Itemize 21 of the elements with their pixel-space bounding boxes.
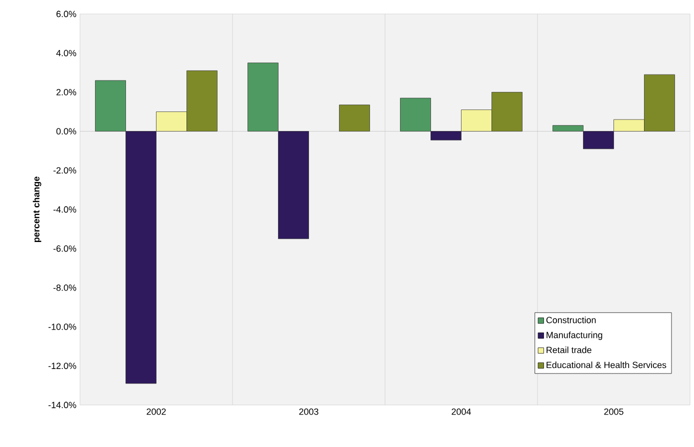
x-tick-label: 2004 — [452, 408, 471, 415]
y-tick-label: -14.0% — [48, 402, 76, 408]
legend-label: Educational & Health Services — [546, 362, 666, 368]
y-tick-label: 4.0% — [56, 50, 76, 56]
y-tick-label: -4.0% — [53, 206, 76, 213]
y-tick-label: 2.0% — [56, 89, 76, 96]
legend-label: Manufacturing — [546, 332, 602, 340]
y-tick-label: -12.0% — [48, 362, 76, 370]
x-tick-label: 2005 — [604, 408, 624, 415]
bar — [339, 104, 370, 132]
y-tick-label: -10.0% — [48, 324, 76, 330]
legend-label: Construction — [546, 316, 596, 324]
y-tick-label: -8.0% — [53, 284, 76, 291]
y-tick-label: 0.0% — [56, 128, 76, 134]
x-tick-label: 2003 — [299, 408, 318, 415]
x-tick-label: 2002 — [146, 408, 166, 415]
y-tick-label: -6.0% — [53, 245, 76, 252]
legend-label: Retail trade — [546, 346, 592, 354]
y-tick-label: 6.0% — [56, 10, 76, 18]
y-axis-title: percent change — [32, 176, 42, 242]
y-tick-label: -2.0% — [53, 167, 76, 174]
